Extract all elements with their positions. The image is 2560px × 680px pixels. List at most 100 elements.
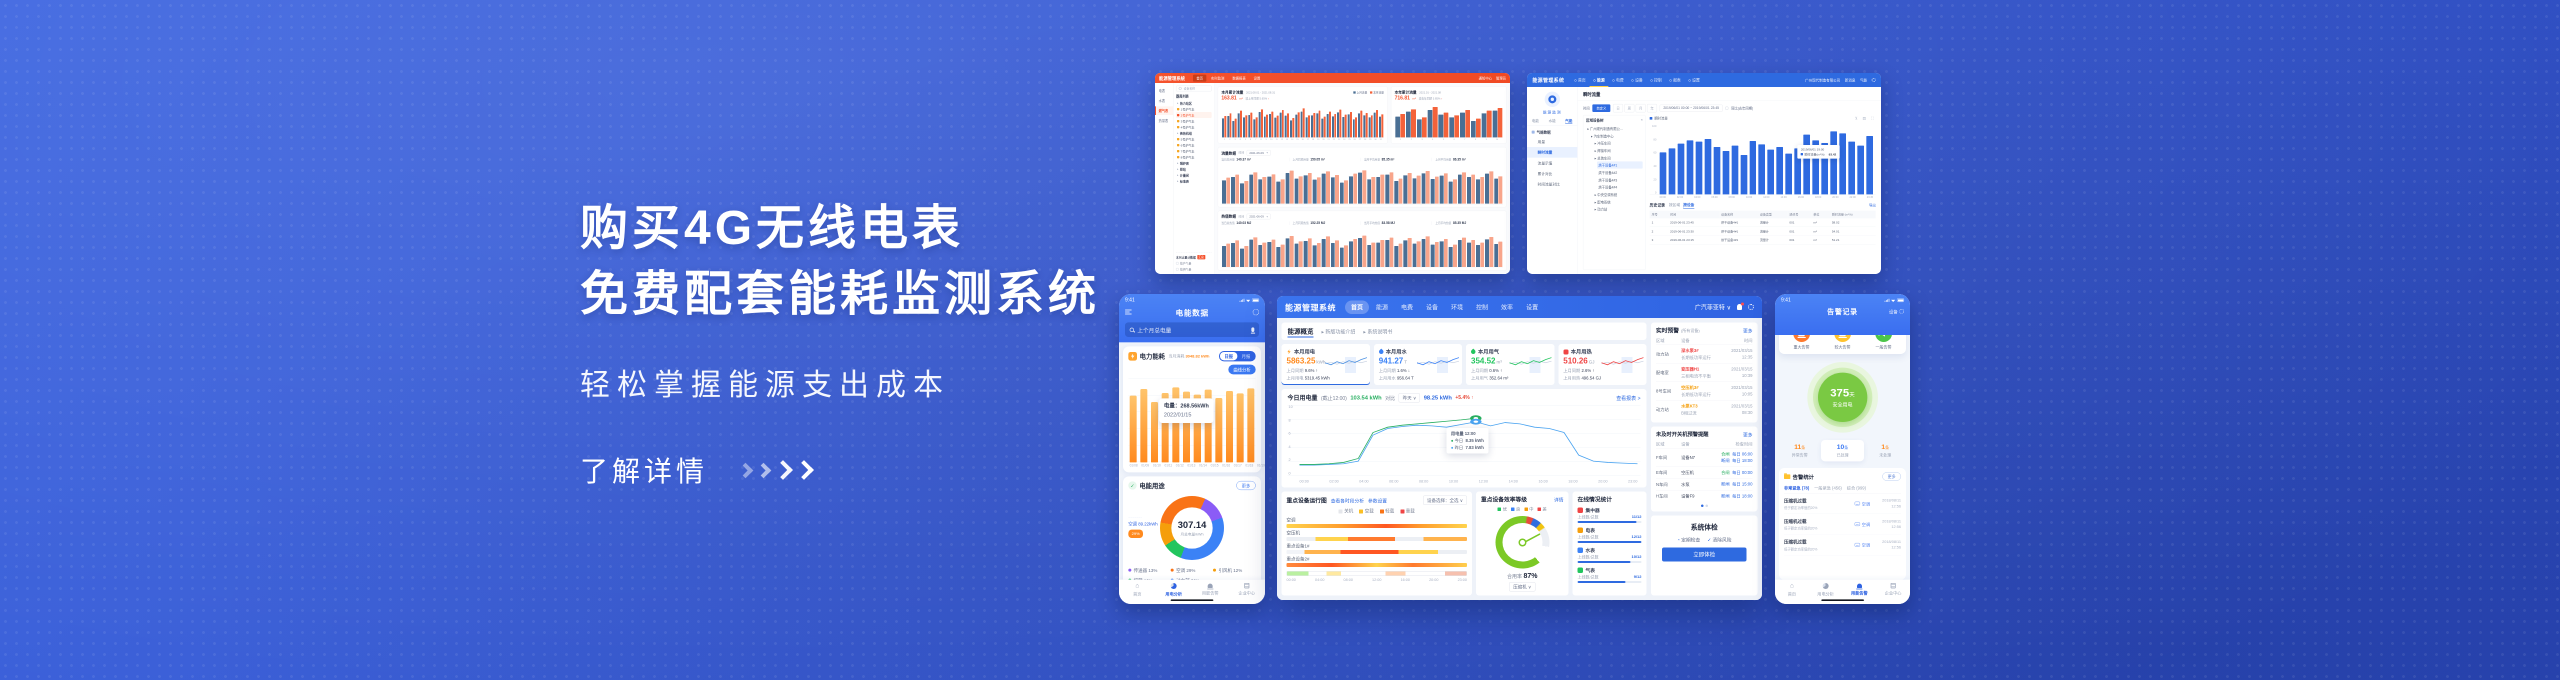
params-link[interactable]: 参数设置 (1368, 498, 1388, 504)
tabbar-item[interactable]: 企业中心 (1228, 582, 1264, 597)
alert-row[interactable]: 8号车间 空压机3# 长期低功率运行 2021/03/15 10:05 (1656, 381, 1753, 401)
shotC-nav-item[interactable]: 首页 (1345, 300, 1370, 314)
tabbar-item[interactable]: 用电分析 (1155, 582, 1191, 597)
search-input[interactable]: 上个月总电量 (1125, 322, 1259, 337)
tree-item[interactable]: 6号炉气表 (1176, 142, 1212, 148)
alarm-stat-tab[interactable]: 综合 (999) (1846, 485, 1867, 491)
tree-item[interactable]: ▸ 热力站区 (1176, 101, 1192, 105)
table-row[interactable]: 3 2019-06-01 23:15 烘干设备4#1 流量计 001 m³ 51.21 (1649, 235, 1876, 245)
shotC-nav-item[interactable]: 电费 (1401, 303, 1414, 311)
shotA-nav-item[interactable]: 数据报表 (1232, 76, 1246, 81)
quick-range-button[interactable]: 年 (1646, 103, 1657, 113)
compare-select[interactable]: 昨天 ∨ (1398, 393, 1421, 403)
meter-tab[interactable]: 燃气表 (1155, 106, 1174, 115)
export-link[interactable]: 导出 (1868, 203, 1876, 208)
daily-tab[interactable]: 日报 (1219, 351, 1238, 361)
shotA-nav-item[interactable]: 首页 (1193, 74, 1207, 82)
gauge-device-select[interactable]: 压缩机 ∨ (1509, 582, 1536, 592)
tree-item[interactable]: 7号炉气表 (1176, 148, 1212, 154)
alarm-record-row[interactable]: 压缩机过载 低于额定功率值的20% 空调 2018/08/11 12:56 (1783, 514, 1901, 535)
table-row[interactable]: 1 2019-06-01 23:45 烘干设备4#1 流量计 001 m³ 58.02 (1649, 218, 1876, 227)
view-report-link[interactable]: 查看报表 > (1616, 396, 1641, 402)
tabbar-item[interactable]: 用能告警 (1842, 583, 1876, 597)
shotC-nav-item[interactable]: 效率 (1501, 303, 1514, 311)
collapse-icon[interactable]: « (1640, 117, 1643, 122)
device-tree-item[interactable]: 烘干设备4#3 (1598, 178, 1618, 183)
device-select[interactable]: 设备选择：全选 ∨ (1422, 495, 1467, 505)
tree-item[interactable]: 5号炉气表 (1176, 136, 1212, 142)
date-select[interactable]: 2021-06-09 ▾ (1246, 213, 1271, 220)
gear-icon[interactable] (1748, 304, 1754, 310)
tree-item[interactable]: ▸ 计量间 (1176, 173, 1189, 177)
gear-icon[interactable] (1871, 77, 1876, 82)
tree-item[interactable]: ▸ 泵站 (1176, 167, 1186, 171)
shotB-nav-item[interactable]: ◇ 控制 (1650, 78, 1662, 83)
stat-card[interactable]: 本月用气 354.52m³ 上月同期 0.6% ↑ 上月用气 352.64 m³ (1466, 344, 1555, 385)
history-tab[interactable]: 按设备 (1683, 202, 1695, 207)
alarm-stat-tab[interactable]: 一般紧急 (456) (1814, 485, 1842, 491)
check-item[interactable]: 按供气量 (1175, 267, 1212, 271)
quick-range-button[interactable]: 周 (1624, 103, 1635, 113)
overview-link[interactable]: ▸ 系统说明书 (1363, 329, 1393, 336)
alarm-type[interactable]: 7 较大告警 (1822, 334, 1863, 350)
report-toggle[interactable]: 日报 月报 (1218, 350, 1256, 362)
alarm-type[interactable]: 3 重大告警 (1781, 334, 1822, 350)
energy-type-link[interactable]: 气能 (1859, 78, 1867, 83)
energy-tab[interactable]: 水能 (1548, 118, 1556, 123)
learn-more-link[interactable]: 了解详情 (580, 450, 1100, 490)
chart-toolbar-icons[interactable]: ⊻ ▤ ⛶ (1854, 116, 1876, 121)
preset-button[interactable]: 自定义 (1592, 104, 1611, 112)
energy-tab[interactable]: 电能 (1531, 118, 1539, 123)
shotB-nav-item[interactable]: ◇ 能源 (1589, 73, 1608, 87)
alert-row[interactable]: 配电室 变压器H1 三相电流不平衡 2021/03/15 10:39 (1656, 363, 1753, 382)
device-tree-item[interactable]: ▸ 动力站 (1594, 207, 1608, 212)
switch-row[interactable]: F车间 设备N7 合闸 每日 06:00 断闸 每日 18:00 (1656, 448, 1753, 466)
quick-range-button[interactable]: 日 (1612, 103, 1623, 113)
stat-card[interactable]: 本月用电 5863.25kWh 上月同期 9.6% ↑ 上月用电 5319.45… (1281, 344, 1370, 385)
shotB-nav-item[interactable]: ◇ 设置 (1688, 78, 1700, 83)
compare-checkbox[interactable] (1725, 106, 1729, 110)
menu-icon[interactable] (1125, 309, 1132, 315)
date-range-input[interactable]: 2019/06/01 00:00 ~ 2019/06/01 23:45 (1659, 104, 1723, 112)
device-filter[interactable]: 设备 (1887, 308, 1904, 314)
more-button[interactable]: 更多 (1236, 480, 1256, 490)
tabbar-item[interactable]: ⌂ 首页 (1133, 582, 1142, 597)
alarm-record-row[interactable]: 压缩机过载 低于额定功率值的20% 空调 2018/08/11 12:56 (1783, 535, 1901, 556)
tree-item[interactable]: ▸ 换热机组 (1176, 131, 1192, 135)
alarm-record-row[interactable]: 压缩机过载 低于额定功率值的20% 空调 2018/08/11 12:56 (1783, 493, 1901, 514)
learn-more-label[interactable]: 了解详情 (580, 456, 709, 487)
pager-dots[interactable] (1656, 502, 1753, 508)
stat-card[interactable]: 本月用水 941.27T 上月同期 1.6% ↓ 上月用水 956.64 T (1373, 344, 1462, 385)
switch-row[interactable]: N车间 水泵 断闸 每日 15:00 (1656, 478, 1753, 490)
shotC-nav-item[interactable]: 能源 (1376, 303, 1389, 311)
tabbar-item[interactable]: ⌂ 首页 (1787, 582, 1797, 597)
device-tree-item[interactable]: 烘干设备4#2 (1598, 171, 1618, 175)
shotA-nav-item[interactable]: 设置 (1253, 76, 1261, 81)
device-tree-item[interactable]: ▸ 中央空调系统 (1594, 193, 1618, 197)
sidebar-menu-item[interactable]: 流量示值 (1537, 161, 1553, 166)
curve-analysis-button[interactable]: 曲线分析 (1228, 364, 1256, 375)
meter-tab[interactable]: 电表 (1158, 89, 1166, 93)
shotA-header-link[interactable]: 管理员 (1495, 76, 1506, 81)
energy-tab[interactable]: 气能 (1565, 118, 1573, 123)
more-link[interactable]: 更多 (1742, 432, 1753, 438)
more-button[interactable]: 更多 (1882, 472, 1901, 481)
shotC-nav-item[interactable]: 设置 (1526, 303, 1539, 311)
mic-icon[interactable] (1251, 327, 1255, 332)
shotB-nav-item[interactable]: ◇ 首页 (1574, 78, 1586, 83)
monthly-tab[interactable]: 月报 (1241, 353, 1251, 359)
tabbar-item[interactable]: 用电分析 (1809, 582, 1843, 597)
shotA-device-search[interactable]: 设备名称 (1175, 85, 1212, 92)
tree-item[interactable]: ▸ 锅炉房 (1176, 161, 1189, 165)
meter-tab[interactable]: 水表 (1158, 99, 1166, 103)
sidebar-menu-item[interactable]: 瞬时流量 (1527, 146, 1578, 158)
alarm-stat-tab[interactable]: 非常紧急 (78) (1783, 485, 1810, 491)
table-row[interactable]: 2 2019-06-01 23:30 烘干设备4#1 流量计 001 m³ 54.01 (1649, 226, 1876, 236)
tabbar-item[interactable]: 用能告警 (1192, 583, 1228, 597)
sidebar-menu-item[interactable]: 累计对比 (1537, 171, 1553, 176)
date-select[interactable]: 2021-06-09 ▾ (1246, 149, 1271, 156)
shotC-nav-item[interactable]: 控制 (1476, 303, 1489, 311)
tree-item[interactable]: 8号炉气表 (1176, 154, 1212, 160)
sidebar-menu-item[interactable]: 用量 (1537, 139, 1545, 144)
tree-item[interactable]: 3号炉气表 (1176, 118, 1212, 124)
